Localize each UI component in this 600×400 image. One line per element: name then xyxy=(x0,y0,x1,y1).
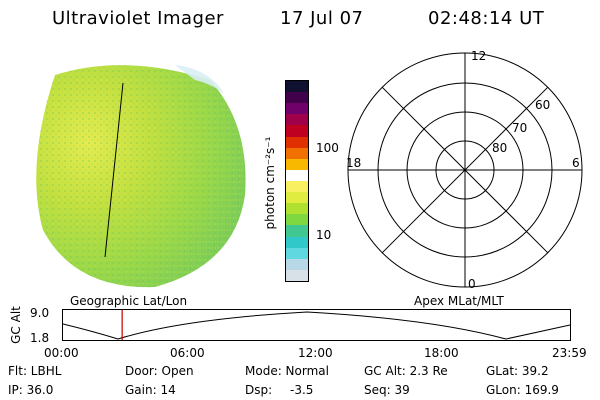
colorbar-segment xyxy=(286,258,308,270)
colorbar-segment xyxy=(286,181,308,193)
colorbar-tick-10: 10 xyxy=(316,228,332,242)
x-tick-2359: 23:59 xyxy=(552,346,587,360)
colorbar-segment xyxy=(286,247,308,259)
glon-status: GLon: 169.9 xyxy=(486,383,559,397)
mlt-label-18: 18 xyxy=(346,156,361,170)
apex-label: Apex MLat/MLT xyxy=(414,294,504,308)
altitude-timeline xyxy=(62,309,571,341)
colorbar-segment xyxy=(286,147,308,159)
uv-image xyxy=(36,65,246,288)
dsp-label: Dsp: xyxy=(245,383,273,397)
colorbar-unit-label: photon cm⁻²s⁻¹ xyxy=(263,136,277,230)
altitude-curve xyxy=(62,311,571,340)
lat-label-60: 60 xyxy=(535,98,550,112)
gc-alt-axis-label: GC Alt xyxy=(9,306,23,344)
colorbar-segment xyxy=(286,214,308,226)
colorbar-segment xyxy=(286,114,308,126)
glat-status: GLat: 39.2 xyxy=(486,364,549,378)
mlt-label-6: 6 xyxy=(572,156,580,170)
mode-status: Mode: Normal xyxy=(245,364,329,378)
colorbar-segment xyxy=(286,236,308,248)
y-tick-1-8: 1.8 xyxy=(30,331,50,345)
x-tick-1800: 18:00 xyxy=(424,346,459,360)
lat-label-80: 80 xyxy=(492,141,507,155)
date-label: 17 Jul 07 xyxy=(280,8,364,29)
colorbar-segment xyxy=(286,125,308,137)
colorbar-segment xyxy=(286,192,308,204)
colorbar-segment xyxy=(286,225,308,237)
colorbar-segment xyxy=(286,103,308,115)
instrument-title: Ultraviolet Imager xyxy=(52,8,224,29)
door-status: Door: Open xyxy=(125,364,194,378)
y-tick-9: 9.0 xyxy=(30,306,50,320)
seq-status: Seq: 39 xyxy=(364,383,410,397)
polar-plot: 12 18 6 0 80 70 60 xyxy=(346,49,583,290)
colorbar-tick-100: 100 xyxy=(316,141,339,155)
x-tick-0000: 00:00 xyxy=(44,346,79,360)
orbit-track-line xyxy=(104,82,124,258)
mlt-label-0: 0 xyxy=(468,277,476,290)
colorbar-segment xyxy=(286,158,308,170)
gc-alt-status: GC Alt: 2.3 Re xyxy=(364,364,448,378)
ip-status: IP: 36.0 xyxy=(8,383,54,397)
gain-status: Gain: 14 xyxy=(125,383,176,397)
colorbar-segment xyxy=(286,269,308,281)
colorbar-segment xyxy=(286,136,308,148)
colorbar-segment xyxy=(286,169,308,182)
color-scale-bar xyxy=(285,80,309,282)
time-label: 02:48:14 UT xyxy=(428,8,545,29)
colorbar-segment xyxy=(286,81,308,93)
x-tick-1200: 12:00 xyxy=(298,346,333,360)
filter-status: Flt: LBHL xyxy=(8,364,62,378)
geographic-label: Geographic Lat/Lon xyxy=(70,294,188,308)
mlt-label-12: 12 xyxy=(471,49,486,63)
dsp-value: -3.5 xyxy=(290,383,314,397)
x-tick-0600: 06:00 xyxy=(170,346,205,360)
lat-label-70: 70 xyxy=(512,121,527,135)
colorbar-segment xyxy=(286,203,308,215)
colorbar-segment xyxy=(286,92,308,104)
polar-diagonal-2 xyxy=(381,86,549,254)
